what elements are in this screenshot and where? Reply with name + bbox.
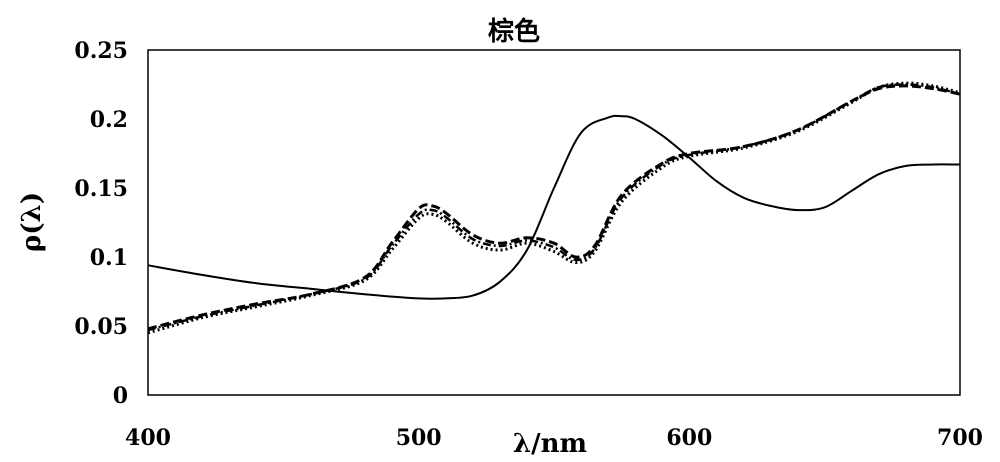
y-tick-label: 0.25 (74, 38, 128, 64)
y-tick-label: 0 (113, 383, 128, 409)
x-tick-label: 500 (396, 425, 442, 451)
series-line-dashed (148, 86, 960, 329)
series-line-dashdot (148, 85, 960, 331)
plot-frame (148, 50, 960, 395)
y-tick-label: 0.15 (74, 176, 128, 202)
y-tick-label: 0.05 (74, 314, 128, 340)
y-tick-labels: 0 0.05 0.1 0.15 0.2 0.25 (74, 38, 128, 409)
series-lines (148, 83, 960, 333)
y-tick-label: 0.1 (90, 245, 128, 271)
y-tick-label: 0.2 (90, 107, 128, 133)
y-axis-label: ρ(λ) (17, 192, 47, 252)
series-line-dotted (148, 83, 960, 333)
x-tick-label: 600 (666, 425, 712, 451)
series-line-solid (148, 116, 960, 299)
x-tick-label: 700 (937, 425, 983, 451)
x-tick-label: 400 (125, 425, 171, 451)
x-axis-label: λ/nm (513, 429, 587, 459)
chart-title: 棕色 (488, 16, 540, 47)
